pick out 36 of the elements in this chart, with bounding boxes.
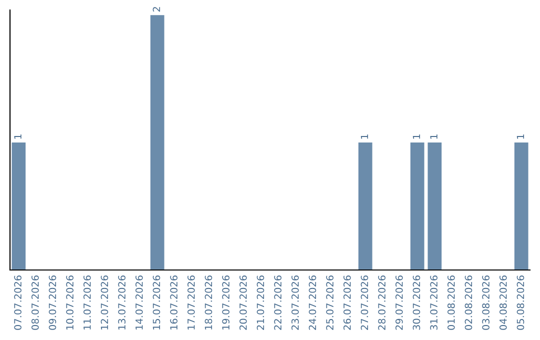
x-tick-label: 13.07.2026	[118, 275, 126, 330]
x-tick-label: 14.07.2026	[135, 275, 143, 330]
x-tick-label: 04.08.2026	[499, 275, 507, 330]
x-tick-label: 15.07.2026	[152, 275, 160, 330]
x-tick-label: 22.07.2026	[274, 275, 282, 330]
x-tick-label: 03.08.2026	[482, 275, 490, 330]
x-tick-label: 09.07.2026	[48, 275, 56, 330]
x-tick-label: 10.07.2026	[66, 275, 74, 330]
data-label: 2	[152, 7, 160, 12]
data-label: 1	[14, 134, 22, 139]
x-tick-label: 05.08.2026	[516, 275, 524, 330]
x-tick-label: 30.07.2026	[412, 275, 420, 330]
x-tick-label: 18.07.2026	[204, 275, 212, 330]
x-tick-label: 26.07.2026	[343, 275, 351, 330]
x-tick-label: 12.07.2026	[100, 275, 108, 330]
x-tick-label: 31.07.2026	[430, 275, 438, 330]
x-tick-label: 02.08.2026	[464, 275, 472, 330]
x-tick-label: 25.07.2026	[326, 275, 334, 330]
x-tick-label: 11.07.2026	[83, 275, 91, 330]
x-tick-label: 29.07.2026	[395, 275, 403, 330]
x-tick-label: 16.07.2026	[170, 275, 178, 330]
x-tick-label: 23.07.2026	[291, 275, 299, 330]
data-label: 1	[430, 134, 438, 139]
data-label: 1	[516, 134, 524, 139]
x-tick-label: 20.07.2026	[239, 275, 247, 330]
x-tick-label: 17.07.2026	[187, 275, 195, 330]
x-tick-label: 01.08.2026	[447, 275, 455, 330]
x-tick-label: 07.07.2026	[14, 275, 22, 330]
data-label: 1	[360, 134, 368, 139]
x-tick-label: 28.07.2026	[378, 275, 386, 330]
x-tick-label: 21.07.2026	[256, 275, 264, 330]
x-tick-label: 19.07.2026	[222, 275, 230, 330]
x-tick-label: 27.07.2026	[360, 275, 368, 330]
data-label: 1	[412, 134, 420, 139]
x-tick-label: 24.07.2026	[308, 275, 316, 330]
x-tick-label: 08.07.2026	[31, 275, 39, 330]
